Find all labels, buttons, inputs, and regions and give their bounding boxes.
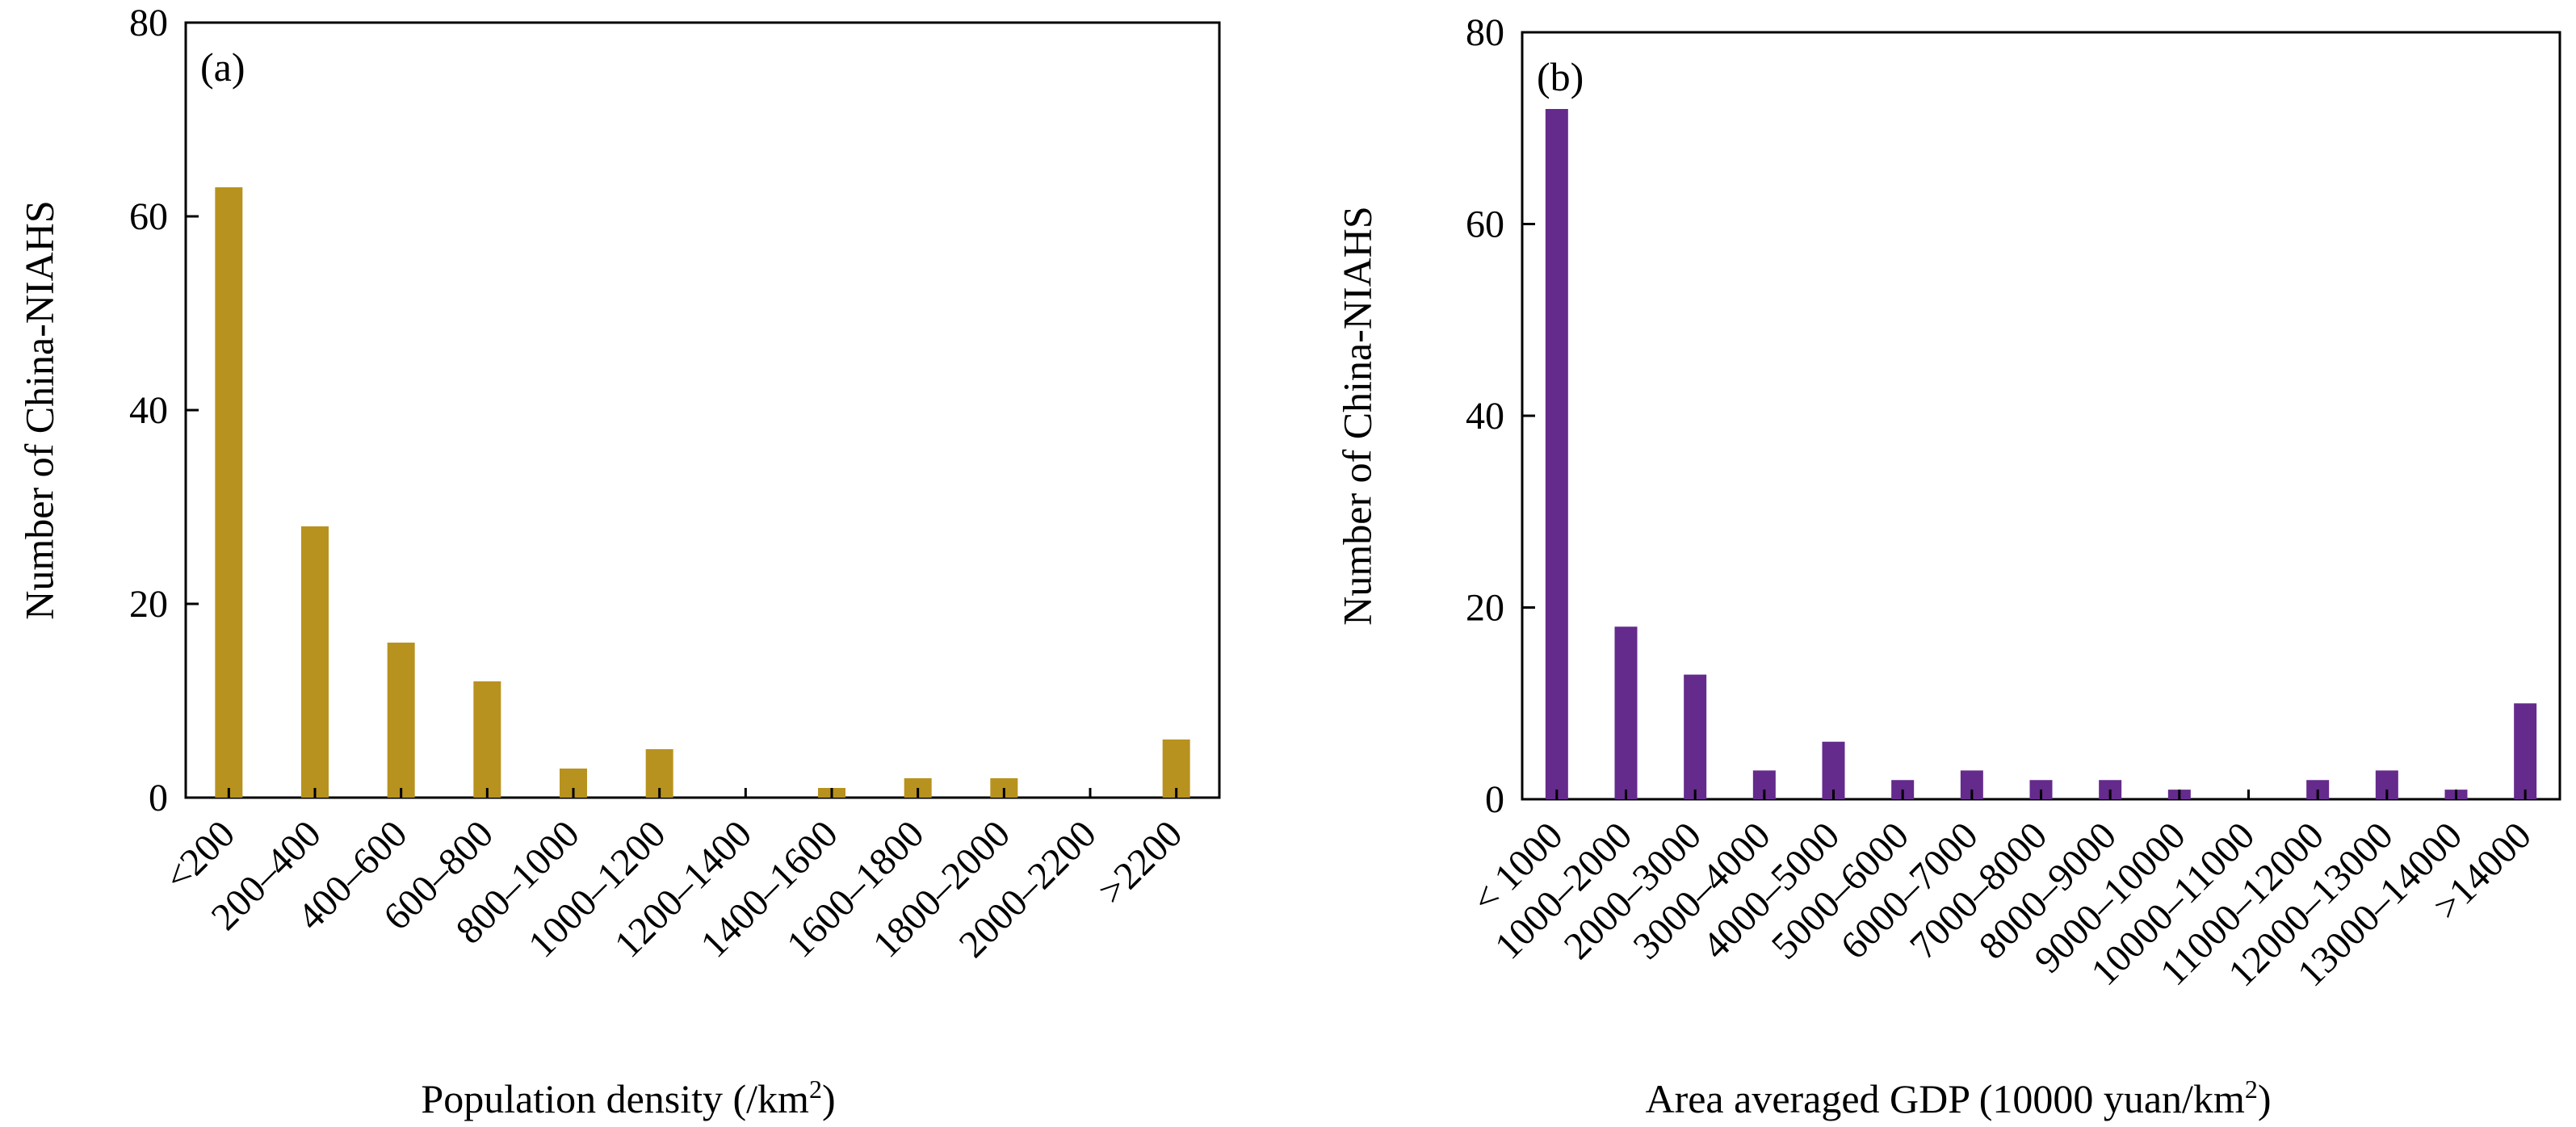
bar — [1684, 674, 1707, 799]
y-tick-label: 80 — [1466, 11, 1504, 54]
bar — [1545, 109, 1568, 799]
x-axis-title: Area averaged GDP (10000 yuan/km2) — [1645, 1075, 2271, 1121]
y-axis-title: Number of China-NIAHS — [17, 200, 62, 619]
y-tick-label: 20 — [129, 583, 168, 626]
y-tick-label: 0 — [1485, 778, 1504, 821]
y-tick-label: 80 — [129, 2, 168, 44]
plot-frame — [1521, 31, 2561, 801]
x-axis-title: Population density (/km2) — [421, 1075, 835, 1121]
bar — [2514, 703, 2537, 799]
y-tick-label: 60 — [129, 195, 168, 238]
y-tick-label: 20 — [1466, 587, 1504, 630]
x-axis-title-end: ) — [822, 1076, 836, 1121]
y-tick-label: 60 — [1466, 203, 1504, 246]
y-tick-label: 40 — [1466, 395, 1504, 438]
x-axis-title-sup: 2 — [809, 1075, 822, 1104]
bar — [215, 187, 243, 798]
bar — [473, 681, 501, 798]
bar — [387, 643, 415, 798]
panel-label: (a) — [200, 44, 245, 90]
x-category-label: >2200 — [1090, 812, 1191, 913]
panel-a: 020406080<200200–400400–600600–800800–10… — [17, 2, 1221, 1121]
x-axis-title-main: Area averaged GDP (10000 yuan/km — [1645, 1076, 2244, 1121]
bar — [1614, 626, 1638, 799]
panel-label: (b) — [1537, 54, 1584, 99]
x-axis-title-end: ) — [2258, 1076, 2272, 1121]
x-axis-title-main: Population density (/km — [421, 1076, 809, 1121]
bar — [301, 526, 329, 798]
y-tick-label: 40 — [129, 389, 168, 432]
plot-frame — [184, 21, 1221, 799]
x-axis-title-sup: 2 — [2245, 1075, 2258, 1104]
y-axis-title: Number of China-NIAHS — [1335, 206, 1380, 625]
y-tick-label: 0 — [149, 777, 168, 819]
